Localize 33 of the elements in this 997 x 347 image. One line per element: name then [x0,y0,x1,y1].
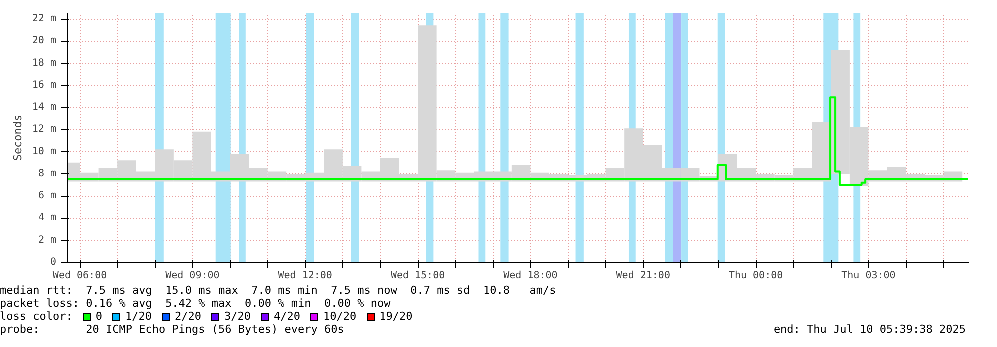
x-tick-label: Wed 15:00 [390,270,446,282]
y-tick-label: 2 m [38,234,56,246]
text: probe: 20 ICMP Echo Pings (56 Bytes) every 60s [0,323,344,336]
x-tick-label: Wed 12:00 [278,270,332,282]
legend-label: 19/20 [380,310,413,323]
y-tick-label: 8 m [38,168,56,180]
y-tick-label: 0 [50,257,57,268]
x-tick-label: Wed 21:00 [616,270,670,282]
legend-label: 4/20 [274,310,300,323]
y-tick-label: 12 m [32,124,57,136]
text: packet loss: 0.16 % avg 5.42 % max 0.00 % min 0.00 % now [0,297,391,310]
y-tick-label: 22 m [32,14,57,25]
legend-label: 3/20 [224,310,251,323]
y-tick-label: 10 m [32,146,57,158]
legend-title: loss color: [0,310,73,323]
y-tick-label: 18 m [32,58,57,69]
x-tick-label: Thu 03:00 [842,270,896,282]
text: end: Thu Jul 10 05:39:38 2025 [774,323,966,336]
y-tick-label: 16 m [32,80,57,91]
legend-label: 1/20 [125,310,152,323]
legend-label: 0 [96,310,102,323]
x-tick-label: Wed 06:00 [52,270,108,282]
text: median rtt: 7.5 ms avg 15.0 ms max 7.0 ms min 7.5 ms now 0.7 ms sd 10.8 am/s [0,284,556,297]
y-tick-label: 14 m [32,102,57,114]
y-tick-label: 20 m [32,36,57,47]
x-tick-label: Wed 09:00 [166,270,220,282]
y-tick-label: 4 m [38,212,56,224]
x-tick-label: Wed 18:00 [504,270,558,282]
x-tick-label: Thu 00:00 [728,270,784,282]
y-axis-title: Seconds [11,114,24,162]
y-tick-label: 6 m [38,190,56,202]
legend-label: 2/20 [174,310,202,323]
legend-label: 10/20 [323,310,357,323]
